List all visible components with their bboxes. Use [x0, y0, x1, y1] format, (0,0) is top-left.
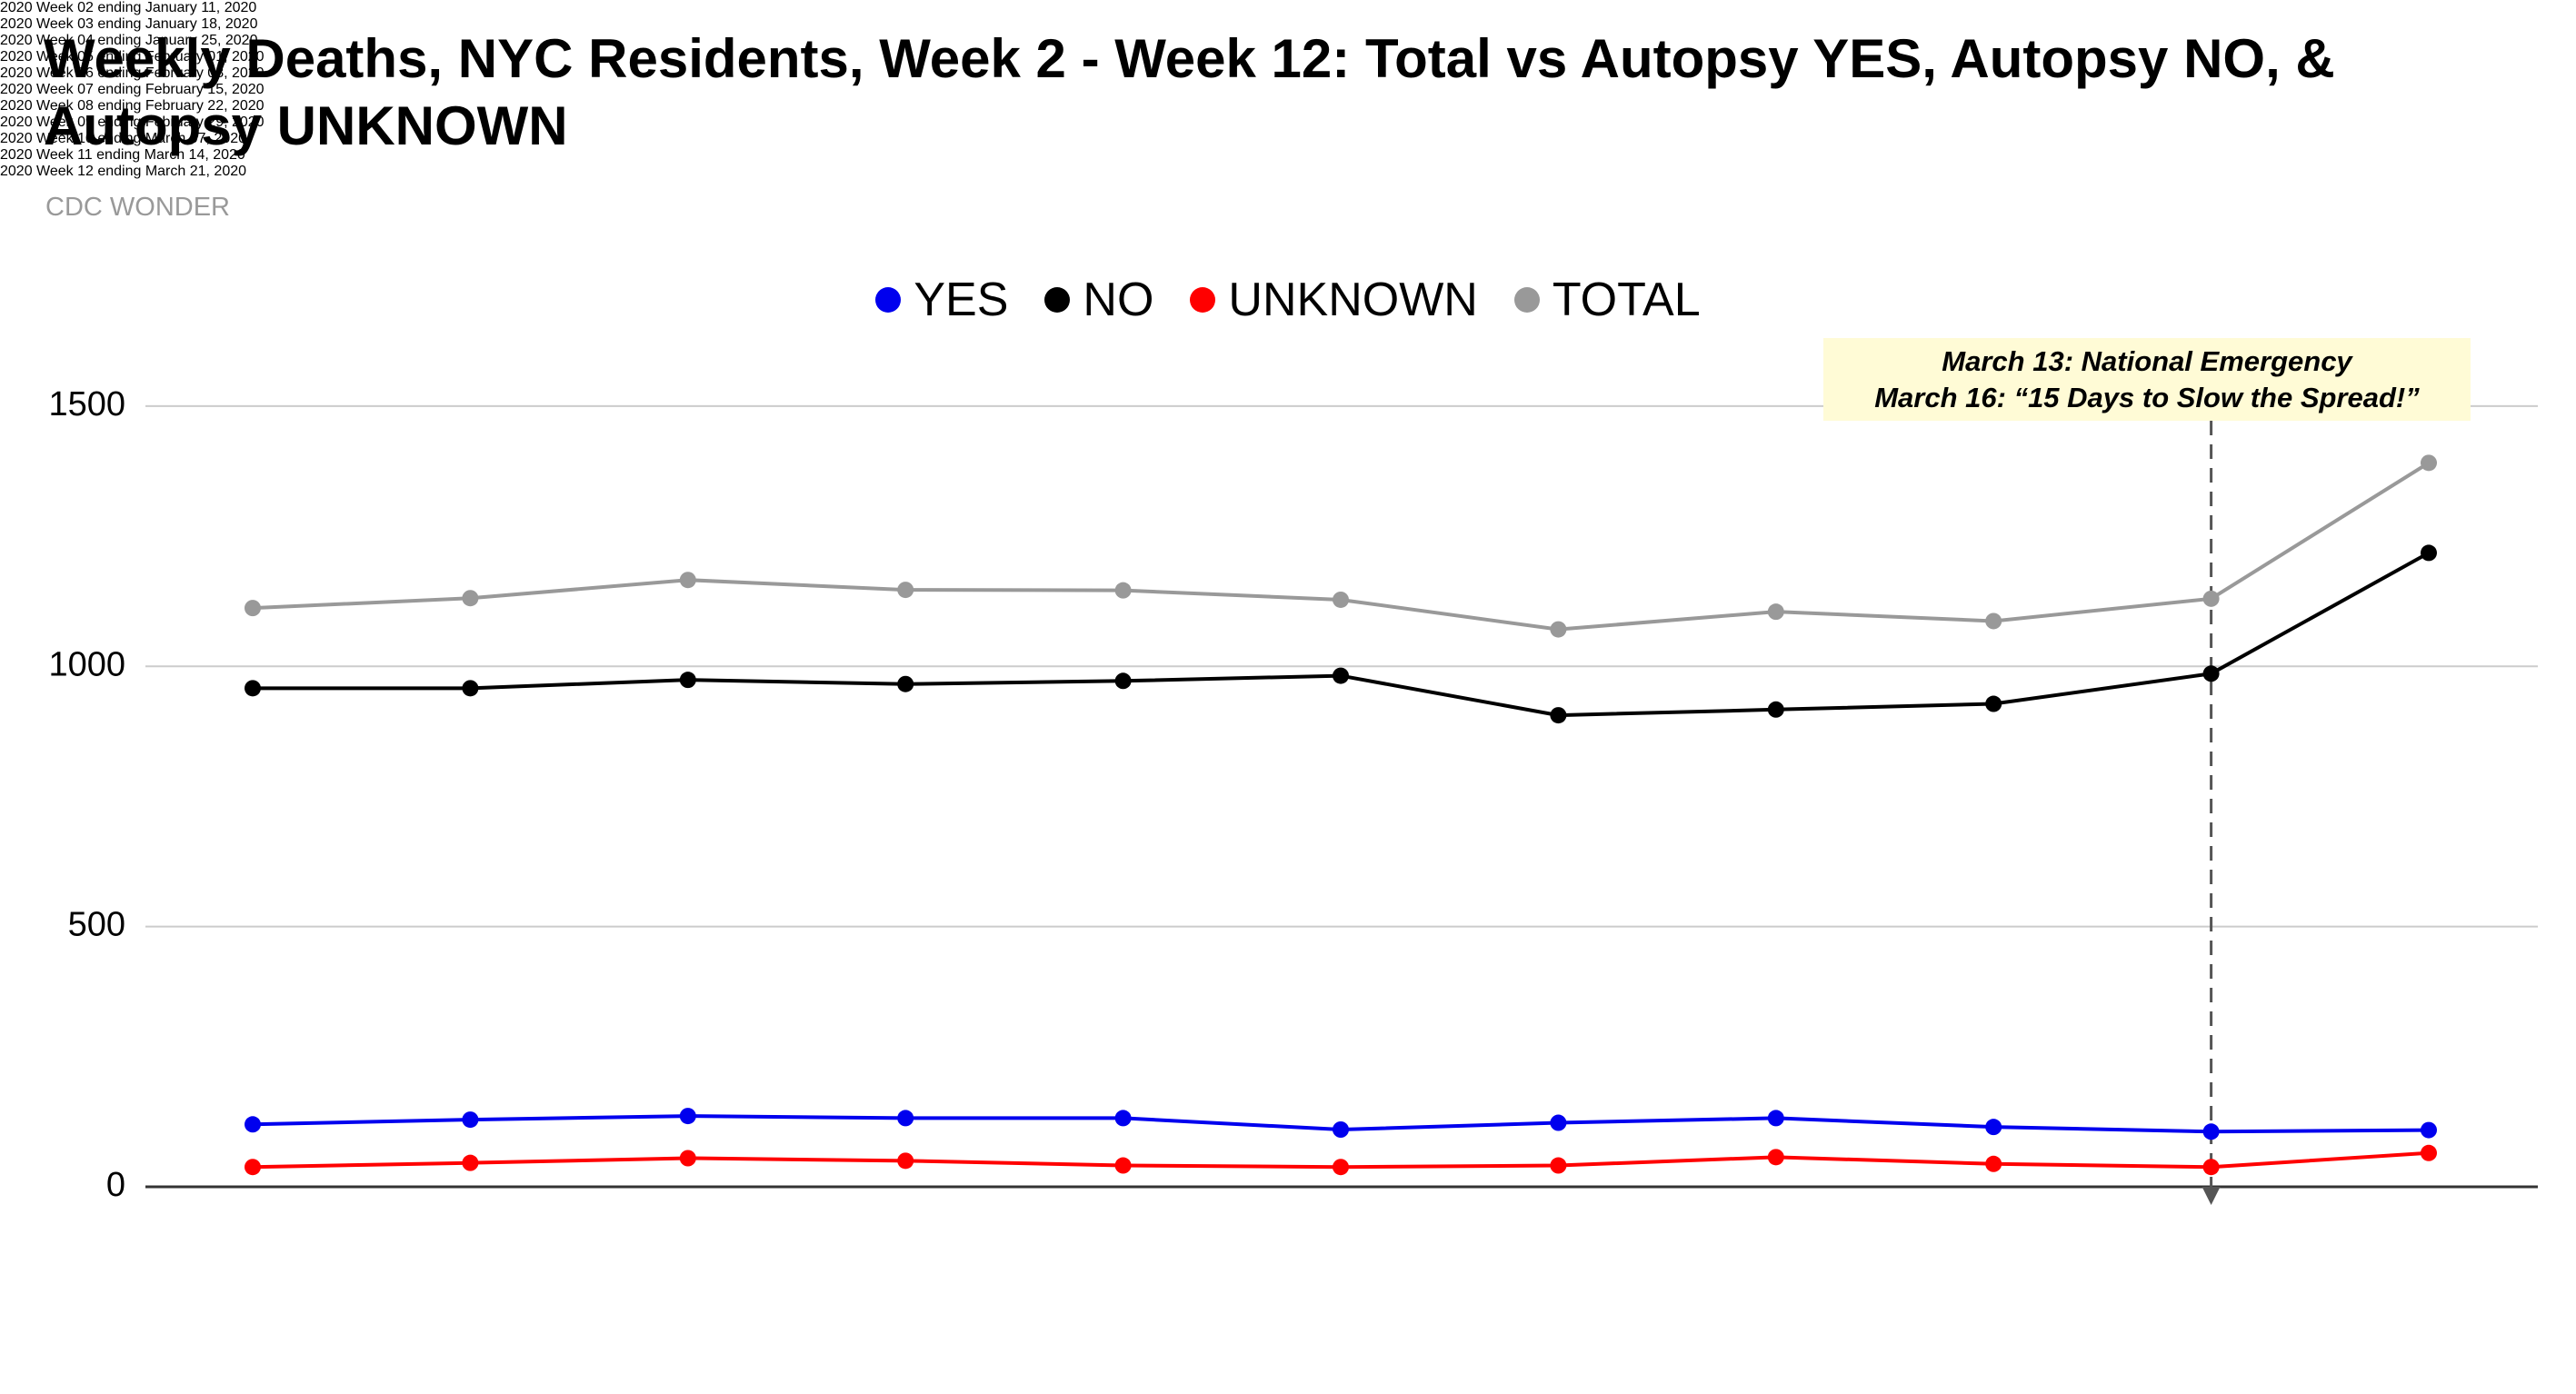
y-tick-label: 500 — [68, 906, 125, 944]
data-point — [1985, 1155, 2002, 1172]
data-point — [2202, 1123, 2220, 1140]
data-point — [462, 680, 479, 697]
x-tick-label: 2020 Week 06 ending February 08, 2020 — [0, 65, 265, 81]
legend-item: UNKNOWN — [1190, 273, 1478, 327]
data-point — [1550, 1114, 1567, 1131]
data-point — [245, 680, 261, 697]
annotation-line: March 16: “15 Days to Slow the Spread!” — [1874, 382, 2420, 413]
chart-subtitle: CDC WONDER — [45, 193, 230, 222]
data-point — [2421, 1121, 2437, 1139]
x-tick-label: 2020 Week 07 ending February 15, 2020 — [0, 82, 265, 97]
data-point — [1767, 1110, 1784, 1127]
x-tick-label: 2020 Week 04 ending January 25, 2020 — [0, 33, 258, 48]
data-point — [2421, 544, 2437, 562]
data-point — [1333, 667, 1349, 684]
data-point — [2421, 454, 2437, 472]
data-point — [462, 590, 479, 607]
legend-marker — [875, 287, 902, 313]
legend-marker — [1190, 287, 1216, 313]
legend-marker — [1044, 287, 1071, 313]
data-point — [1985, 612, 2002, 630]
data-point — [1550, 621, 1567, 638]
data-point — [462, 1111, 479, 1129]
data-point — [1333, 1159, 1349, 1176]
data-point — [1767, 701, 1784, 718]
data-point — [1767, 603, 1784, 621]
x-tick-label: 2020 Week 02 ending January 11, 2020 — [0, 0, 257, 15]
x-tick-label: 2020 Week 10 ending March 07, 2020 — [0, 131, 247, 146]
data-point — [1985, 1119, 2002, 1136]
data-point — [2202, 665, 2220, 682]
data-point — [1114, 672, 1132, 690]
legend-marker — [1513, 287, 1540, 313]
data-point — [1114, 1157, 1132, 1174]
data-point — [1114, 1110, 1132, 1127]
legend-item: NO — [1044, 273, 1153, 327]
y-tick-label: 0 — [106, 1166, 125, 1204]
data-point — [897, 582, 914, 599]
x-tick-label: 2020 Week 05 ending February 01, 2020 — [0, 49, 265, 65]
data-point — [462, 1154, 479, 1171]
data-point — [679, 572, 696, 589]
data-point — [1985, 695, 2002, 712]
data-point — [679, 1150, 696, 1167]
data-point — [1333, 1121, 1349, 1138]
data-point — [2421, 1144, 2437, 1161]
annotation-line: March 13: National Emergency — [1942, 345, 2352, 377]
legend-item: YES — [875, 273, 1008, 327]
data-point — [1550, 1157, 1567, 1174]
data-point — [1114, 582, 1132, 599]
legend-label: NO — [1083, 274, 1154, 326]
annotation: March 13: National Emergency March 16: “… — [1823, 338, 2471, 421]
data-point — [245, 1159, 261, 1176]
series-line — [253, 551, 2430, 718]
x-tick-label: 2020 Week 09 ending February 29, 2020 — [0, 115, 265, 130]
data-point — [1767, 1149, 1784, 1166]
legend-label: UNKNOWN — [1228, 274, 1478, 326]
data-point — [897, 1152, 914, 1170]
legend-item: TOTAL — [1513, 273, 1701, 327]
x-tick-label: 2020 Week 03 ending January 18, 2020 — [0, 16, 258, 32]
data-point — [897, 1110, 914, 1127]
x-tick-label: 2020 Week 11 ending March 14, 2020 — [0, 147, 245, 163]
legend: YES NO UNKNOWN TOTAL — [0, 273, 2576, 327]
data-point — [897, 675, 914, 692]
x-tick-label: 2020 Week 08 ending February 22, 2020 — [0, 98, 265, 114]
legend-label: TOTAL — [1552, 274, 1701, 326]
chart-title: Weekly Deaths, NYC Residents, Week 2 - W… — [44, 28, 2335, 156]
data-point — [1550, 707, 1567, 724]
annotation-arrow — [2202, 1187, 2221, 1205]
x-tick-label: 2020 Week 12 ending March 21, 2020 — [0, 164, 247, 179]
data-point — [679, 1108, 696, 1125]
legend-label: YES — [914, 274, 1009, 326]
data-point — [1333, 591, 1349, 608]
data-point — [245, 1116, 261, 1133]
y-tick-label: 1500 — [48, 385, 125, 423]
data-point — [679, 672, 696, 689]
y-tick-label: 1000 — [48, 645, 125, 683]
data-point — [245, 600, 261, 617]
data-point — [2202, 590, 2220, 607]
data-point — [2202, 1159, 2220, 1176]
